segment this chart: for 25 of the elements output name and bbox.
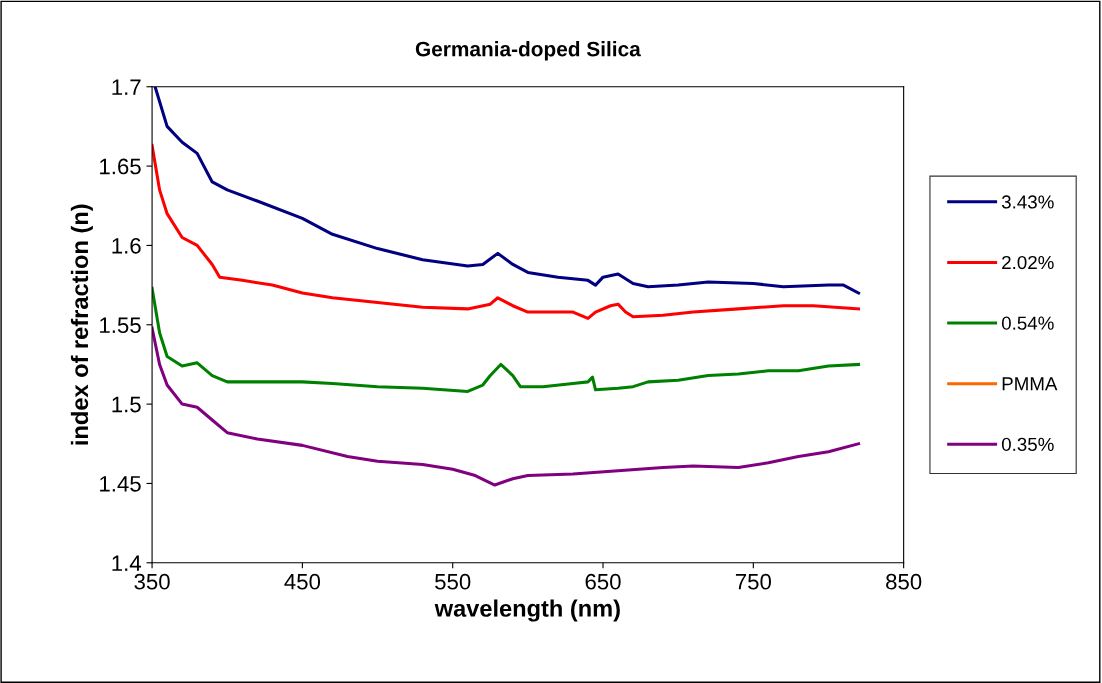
line-series xyxy=(153,86,861,295)
y-axis-title: index of refraction (n) xyxy=(70,204,93,445)
line-series xyxy=(152,326,861,487)
chart-title: Germania-doped Silica xyxy=(415,41,641,61)
x-tick-label: 350 xyxy=(134,573,170,590)
x-tick-label: 550 xyxy=(435,573,471,590)
x-tick-label: 650 xyxy=(585,573,621,590)
legend-label: PMMA xyxy=(1002,377,1058,391)
line-series xyxy=(152,143,861,320)
legend-label: 3.43% xyxy=(1001,195,1054,209)
legend-label: 2.02% xyxy=(1002,255,1054,270)
x-tick-label: 850 xyxy=(886,573,922,590)
y-tick-label: 1.5 xyxy=(112,396,141,413)
y-tick-label: 1.4 xyxy=(112,555,142,571)
x-axis-title: wavelength (nm) xyxy=(434,599,620,622)
y-tick-label: 1.7 xyxy=(112,79,141,95)
legend-label: 0.35% xyxy=(1001,437,1054,452)
y-tick-label: 1.6 xyxy=(112,237,141,254)
legend-label: 0.54% xyxy=(1001,316,1054,330)
y-tick-label: 1.55 xyxy=(100,317,141,334)
y-tick-label: 1.45 xyxy=(100,476,141,492)
y-tick-label: 1.65 xyxy=(100,158,141,175)
x-tick-label: 450 xyxy=(284,573,321,590)
line-series xyxy=(152,286,861,393)
x-tick-label: 750 xyxy=(735,573,771,590)
